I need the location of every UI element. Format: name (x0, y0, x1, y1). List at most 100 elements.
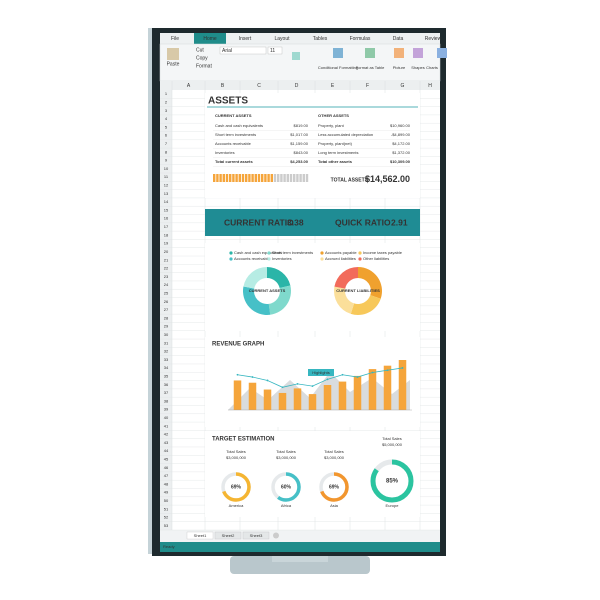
target-label: Total Sales (324, 449, 344, 454)
ribbon-tab[interactable]: Review (425, 36, 442, 42)
total-label: TOTAL ASSETS (331, 177, 369, 183)
align-active (292, 52, 300, 60)
ribbon-tab[interactable]: Layout (274, 36, 290, 42)
ribbon-tab[interactable]: Insert (239, 36, 252, 42)
section-header: CURRENT ASSETS (215, 113, 252, 118)
clipboard-button[interactable]: Cut (196, 47, 204, 53)
ribbon-tab[interactable]: Tables (313, 36, 328, 42)
status-text: Ready (163, 544, 175, 549)
donut-segment (358, 267, 382, 299)
progress-segment (213, 174, 216, 182)
row-header: 21 (164, 257, 169, 262)
ribbon-tab[interactable]: File (171, 36, 179, 42)
row-header: 38 (164, 398, 169, 403)
donut-segment (243, 267, 267, 289)
region-label: Asia (330, 503, 339, 508)
revenue-bar (293, 388, 302, 410)
clipboard-button[interactable]: Format (196, 63, 212, 69)
sheet-tab[interactable] (214, 531, 242, 540)
legend-swatch (267, 251, 271, 255)
command-icon (333, 48, 343, 58)
ring-percent: 69% (231, 484, 242, 490)
row-header: 27 (164, 307, 169, 312)
progress-segment (232, 174, 235, 182)
asset-value: $1,372.00 (392, 150, 411, 155)
font-size[interactable]: 11 (270, 48, 275, 54)
row-header-bar (160, 90, 172, 530)
ring-percent: 60% (281, 484, 292, 490)
ribbon-command[interactable]: Charts (426, 65, 438, 70)
asset-value: $10,309.00 (390, 159, 411, 164)
command-icon (437, 48, 447, 58)
progress-segment (251, 174, 254, 182)
line-point (266, 379, 269, 382)
row-header: 2 (165, 100, 168, 105)
revenue-bar (398, 360, 407, 410)
asset-value: -$4,899.00 (391, 132, 411, 137)
stand (230, 556, 370, 574)
row-header: 50 (164, 498, 169, 503)
legend-swatch (358, 257, 362, 261)
target-label: Total Sales (226, 449, 246, 454)
row-header: 11 (164, 174, 169, 179)
sheet-tab-label[interactable]: Sheet3 (250, 533, 263, 538)
row-header: 31 (164, 340, 169, 345)
font-name[interactable]: Arial (222, 48, 232, 54)
ribbon-command[interactable]: Picture (393, 65, 406, 70)
sheet-tab[interactable] (186, 531, 214, 540)
target-amount: $5,000,000 (382, 442, 403, 447)
row-header: 6 (165, 133, 168, 138)
ratio-text: QUICK RATIO (335, 217, 391, 227)
status-bar (160, 542, 440, 552)
row-header: 16 (164, 216, 169, 221)
row-header: 48 (164, 481, 169, 486)
ring-progress (319, 472, 349, 502)
progress-segment (299, 174, 302, 182)
asset-value: $1,017.00 (290, 132, 309, 137)
tab-bar (160, 33, 440, 44)
asset-label: Property, plant (318, 123, 345, 128)
asset-label: Inventories (215, 150, 235, 155)
row-header: 26 (164, 299, 169, 304)
asset-label: Total current assets (215, 159, 253, 164)
progress-segment (248, 174, 251, 182)
legend-label: Inventories (272, 256, 292, 261)
region-label: Africa (281, 503, 292, 508)
sheet-tab-label[interactable]: Sheet2 (222, 533, 235, 538)
progress-segment (289, 174, 293, 182)
legend-swatch (229, 257, 233, 261)
asset-value: $4,172.00 (392, 141, 411, 146)
ribbon-tab[interactable]: Formulas (350, 36, 371, 42)
ribbon-tab[interactable]: Data (393, 36, 404, 42)
revenue-line (237, 367, 403, 388)
row-header: 44 (164, 448, 169, 453)
paste-button[interactable]: Paste (167, 61, 180, 67)
row-header: 39 (164, 407, 169, 412)
row-header: 1 (165, 91, 168, 96)
column-header: C (257, 83, 261, 89)
donut-segment (267, 267, 291, 289)
line-point (311, 385, 314, 388)
sheet-tab[interactable] (242, 531, 270, 540)
ribbon-tab[interactable]: Home (203, 36, 217, 42)
command-icon (365, 48, 375, 58)
add-sheet[interactable] (273, 532, 279, 539)
row-header: 53 (164, 523, 169, 528)
sheet-tab-label[interactable]: Sheet1 (194, 533, 207, 538)
line-point (371, 371, 374, 374)
progress-segment (245, 174, 248, 182)
ribbon-command[interactable]: Format as Table (356, 65, 385, 70)
row-header: 35 (164, 373, 169, 378)
clipboard-button[interactable]: Copy (196, 55, 208, 61)
asset-label: Cash and cash equivalents (215, 123, 263, 128)
row-header: 40 (164, 415, 169, 420)
row-header: 22 (164, 266, 169, 271)
row-header: 52 (164, 515, 169, 520)
ribbon-command[interactable]: Conditional Formatting (318, 65, 358, 70)
row-header: 29 (164, 324, 169, 329)
legend-swatch (320, 251, 324, 255)
ribbon-command[interactable]: Shapes (411, 65, 425, 70)
legend-label: Accrued liabilities (325, 256, 356, 261)
ring-progress (271, 472, 301, 502)
progress-segment (267, 174, 270, 182)
